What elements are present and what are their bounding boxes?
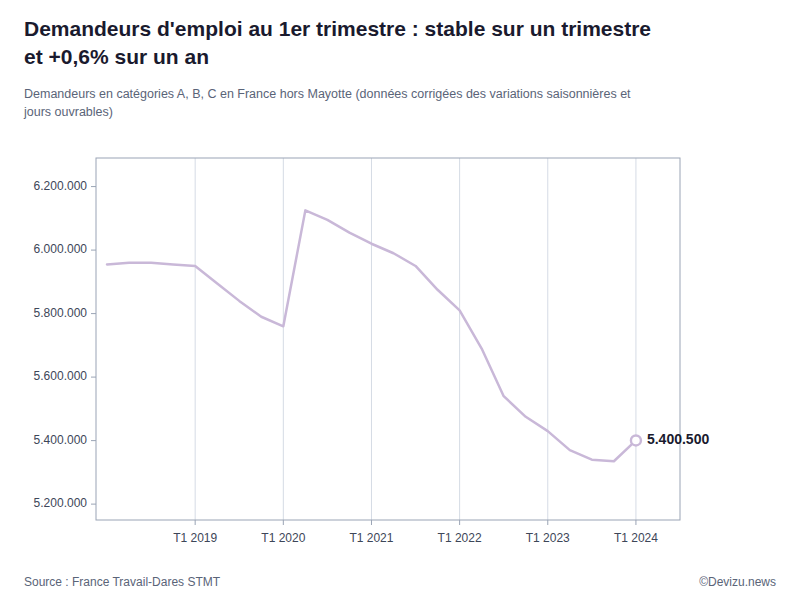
x-tick [459, 520, 460, 525]
plot-frame [96, 158, 680, 520]
grid-line [371, 158, 372, 520]
grid [195, 158, 636, 520]
x-tick [283, 520, 284, 525]
y-tick [91, 440, 96, 441]
background [0, 0, 800, 600]
x-tick-label: T1 2023 [526, 531, 570, 545]
x-tick [371, 520, 372, 525]
y-tick-label: 5.800.000 [34, 306, 88, 320]
subtitle: Demandeurs en catégories A, B, C en Fran… [24, 87, 631, 101]
annotation-point [631, 435, 641, 445]
chart: Demandeurs d'emploi au 1er trimestre : s… [0, 0, 800, 600]
x-tick [547, 520, 548, 525]
title: Demandeurs d'emploi au 1er trimestre : s… [24, 17, 651, 40]
x-tick-label: T1 2020 [261, 531, 305, 545]
grid-line [283, 158, 284, 520]
x-tick-label: T1 2024 [614, 531, 658, 545]
grid-line [459, 158, 460, 520]
x-tick-label: T1 2019 [173, 531, 217, 545]
y-tick-label: 6.000.000 [34, 242, 88, 256]
copyright: ©Devizu.news [699, 575, 776, 589]
x-tick-label: T1 2022 [438, 531, 482, 545]
title: et +0,6% sur un an [24, 45, 209, 68]
x-tick [195, 520, 196, 525]
annotation: 5.400.500 [647, 431, 709, 447]
x-tick-label: T1 2021 [349, 531, 393, 545]
y-tick [91, 377, 96, 378]
y-tick [91, 313, 96, 314]
y-tick-label: 5.200.000 [34, 496, 88, 510]
source: Source : France Travail-Dares STMT [24, 575, 221, 589]
y-tick [91, 250, 96, 251]
y-tick-label: 5.600.000 [34, 369, 88, 383]
subtitle: jours ouvrables) [23, 105, 113, 119]
y-tick-label: 6.200.000 [34, 179, 88, 193]
grid-line [195, 158, 196, 520]
y-tick [91, 504, 96, 505]
y-tick-label: 5.400.000 [34, 433, 88, 447]
plot-data [107, 210, 641, 461]
grid-line [635, 158, 636, 520]
x-tick [635, 520, 636, 525]
grid-line [547, 158, 548, 520]
line [107, 210, 636, 461]
y-tick [91, 186, 96, 187]
